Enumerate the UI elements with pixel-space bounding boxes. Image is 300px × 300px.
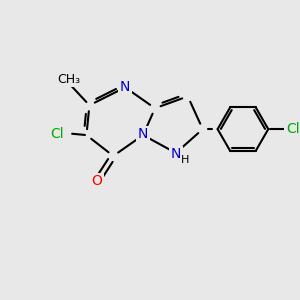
Text: N: N	[171, 148, 181, 161]
Text: O: O	[92, 174, 102, 188]
Text: Cl: Cl	[286, 122, 299, 136]
Text: CH₃: CH₃	[57, 73, 80, 86]
Text: N: N	[138, 128, 148, 142]
Text: N: N	[120, 80, 130, 94]
Text: H: H	[181, 154, 190, 164]
Text: Cl: Cl	[51, 127, 64, 141]
